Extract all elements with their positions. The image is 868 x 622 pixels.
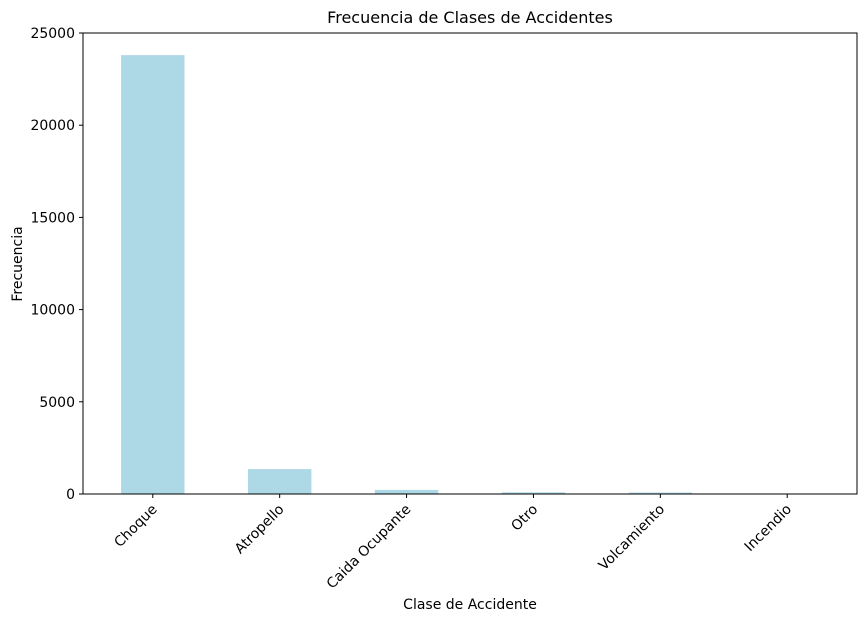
y-axis-title: Frecuencia: [10, 226, 26, 301]
y-tick-label: 10000: [30, 303, 75, 319]
x-tick-label: Otro: [508, 502, 541, 535]
y-tick-label: 25000: [30, 26, 75, 42]
bars-group: [121, 55, 819, 495]
y-tick-label: 20000: [30, 118, 75, 134]
plot-frame: [82, 32, 858, 495]
x-tick-label: Incendio: [742, 502, 795, 555]
y-axis-ticks: 0 5000 10000 15000 20000 25000: [30, 26, 83, 503]
x-tick-label: Caida Ocupante: [324, 502, 415, 593]
bar-otro: [501, 492, 566, 494]
x-tick-label: Choque: [111, 502, 160, 551]
x-tick-label: Atropello: [232, 502, 288, 558]
x-axis-title: Clase de Accidente: [403, 597, 537, 613]
bar-caida-ocupante: [374, 489, 439, 494]
chart-title: Frecuencia de Clases de Accidentes: [327, 8, 613, 27]
y-tick-label: 5000: [39, 395, 75, 411]
y-tick-label: 0: [66, 487, 75, 503]
y-tick-label: 15000: [30, 210, 75, 226]
x-tick-label: Volcamiento: [596, 502, 668, 574]
bar-choque: [121, 55, 185, 495]
x-axis-ticks: Choque Atropello Caida Ocupante Otro Volcami…: [111, 494, 795, 592]
bar-atropello: [247, 469, 312, 494]
bar-volcamiento: [628, 492, 693, 494]
